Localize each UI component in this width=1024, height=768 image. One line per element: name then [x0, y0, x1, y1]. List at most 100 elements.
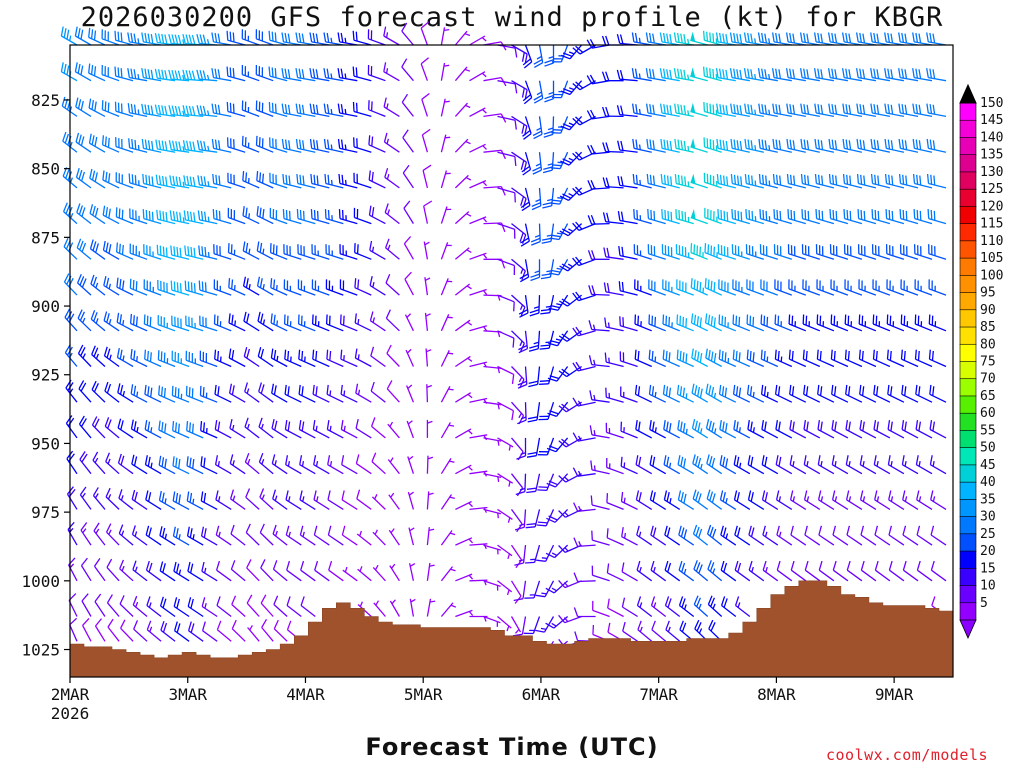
wind-barb	[691, 418, 709, 439]
wind-barb	[885, 244, 905, 260]
wind-barb	[283, 244, 302, 260]
wind-barb	[256, 206, 274, 225]
wind-barb	[901, 455, 919, 475]
wind-barb	[662, 384, 680, 403]
wind-barb	[92, 451, 106, 475]
terrain-layer	[69, 580, 954, 678]
wind-barb	[676, 279, 694, 296]
wind-barb	[828, 103, 849, 118]
wind-barb	[212, 209, 232, 225]
wind-barb	[651, 620, 667, 642]
wind-barb	[386, 344, 400, 367]
wind-barb	[530, 259, 541, 282]
wind-barb	[117, 383, 134, 403]
colorbar-swatch	[959, 188, 977, 207]
wind-barb	[572, 361, 596, 372]
wind-barb	[744, 103, 764, 118]
wind-barb	[720, 525, 737, 546]
wind-barb	[647, 244, 666, 260]
wind-barb	[636, 596, 653, 618]
wind-barb	[483, 544, 501, 555]
wind-barb	[145, 525, 162, 546]
wind-barb	[859, 490, 877, 510]
wind-barb	[814, 103, 835, 118]
wind-barb	[517, 366, 528, 389]
wind-barb	[260, 559, 274, 582]
wind-barb	[425, 348, 432, 367]
wind-barb	[843, 209, 863, 225]
wind-barb	[282, 209, 302, 225]
wind-barb	[915, 455, 933, 475]
wind-barb	[803, 490, 821, 510]
wind-barb	[631, 103, 652, 118]
wind-barb	[510, 616, 522, 634]
wind-barb	[197, 175, 218, 189]
wind-barb	[255, 29, 274, 46]
wind-barb	[659, 32, 680, 46]
wind-barb	[173, 561, 190, 582]
wind-barb	[158, 385, 176, 403]
wind-barb	[873, 419, 891, 439]
colorbar-swatch	[959, 378, 977, 397]
wind-barb	[831, 420, 849, 439]
wind-barb	[558, 330, 582, 342]
wind-barb	[80, 557, 92, 582]
wind-barb	[729, 68, 750, 82]
wind-barb	[718, 279, 737, 296]
wind-barb	[214, 455, 232, 475]
wind-barb	[182, 69, 204, 82]
wind-barb	[790, 525, 807, 546]
wind-barb	[648, 384, 666, 403]
wind-barb	[327, 490, 344, 510]
colorbar-label: 110	[980, 234, 1003, 249]
wind-barb	[369, 240, 386, 260]
wind-barb	[693, 560, 709, 582]
colorbar-label: 25	[980, 527, 996, 542]
wind-barb	[719, 490, 737, 510]
wind-barb	[928, 349, 947, 368]
y-axis: 825 850 875 900 925 950 975 1000 1025	[21, 91, 70, 660]
wind-barb	[160, 620, 176, 642]
wind-barb	[440, 278, 453, 296]
wind-barb	[804, 525, 821, 546]
colorbar-swatch	[959, 223, 977, 242]
wind-barb	[705, 383, 723, 403]
wind-barb	[772, 103, 792, 118]
colorbar-swatch	[959, 499, 977, 518]
wind-barb	[64, 308, 78, 332]
wind-barb	[872, 279, 891, 296]
wind-barb	[690, 278, 708, 296]
wind-barb	[245, 488, 260, 510]
wind-barb	[649, 420, 667, 439]
wind-barb	[156, 209, 176, 225]
wind-barb	[196, 140, 218, 153]
wind-barb	[115, 207, 134, 225]
wind-barb	[187, 597, 204, 618]
wind-barb	[546, 508, 569, 523]
wind-barb	[89, 204, 106, 225]
wind-barb	[127, 32, 148, 46]
wind-barb	[424, 277, 431, 296]
wind-barb	[184, 280, 204, 296]
wind-barb	[132, 595, 148, 617]
wind-barb	[155, 139, 176, 153]
x-tick-label: 3MAR	[168, 685, 207, 704]
wind-barb	[774, 314, 793, 332]
wind-barb	[497, 580, 513, 596]
wind-barb	[884, 103, 905, 118]
wind-barb	[170, 245, 190, 260]
wind-barb	[102, 205, 120, 225]
wind-barb	[440, 530, 456, 546]
wind-barb	[817, 420, 835, 439]
wind-barb	[132, 560, 148, 582]
wind-barb	[118, 524, 134, 546]
wind-barb	[387, 457, 400, 475]
wind-barb	[617, 210, 638, 225]
wind-barb	[107, 618, 120, 642]
wind-barb	[914, 349, 933, 368]
wind-barb	[497, 115, 517, 130]
colorbar-label: 40	[980, 475, 996, 490]
source-credit[interactable]: coolwx.com/models	[826, 746, 989, 764]
wind-barb	[213, 279, 232, 296]
wind-barb	[201, 561, 218, 582]
